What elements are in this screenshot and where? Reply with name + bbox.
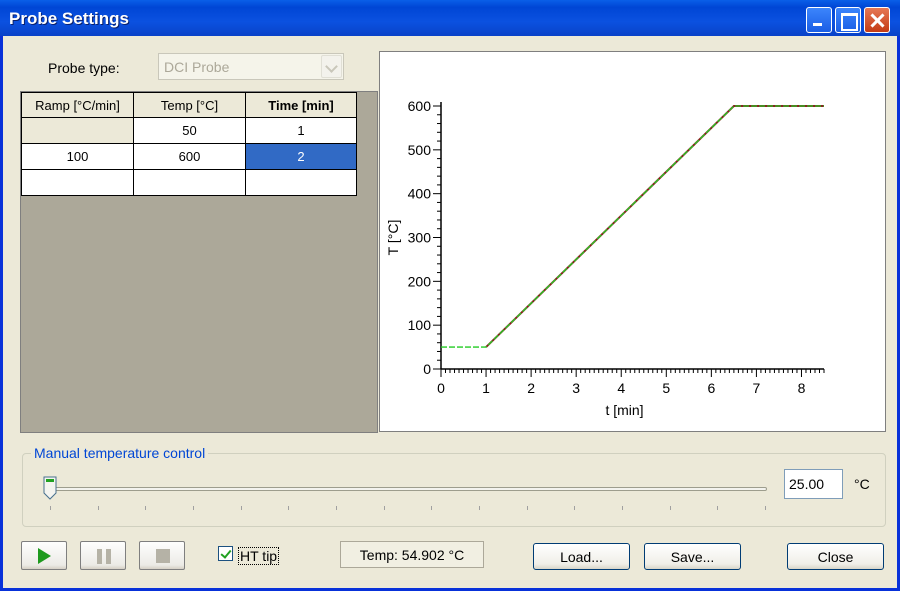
probe-type-value: DCI Probe [164,59,230,75]
slider-tick [336,506,337,510]
slider-tick [574,506,576,510]
manual-temperature-group: Manual temperature control [22,445,886,527]
play-icon [38,548,51,564]
slider-tick [669,506,671,510]
y-axis-label: T [°C] [385,220,401,256]
table-cell[interactable] [245,169,357,196]
table-cell[interactable]: 1 [245,117,357,144]
slider-tick [240,506,242,510]
table-cell[interactable]: 100 [21,143,134,170]
maximize-icon[interactable] [835,7,861,33]
series-line [441,105,824,348]
close-window-icon[interactable] [864,7,890,33]
pause-button[interactable] [80,541,126,570]
chevron-down-icon[interactable] [321,55,342,78]
table-cell[interactable]: 50 [133,117,246,144]
slider-tick [526,506,528,510]
program-table: Ramp [°C/min] Temp [°C] Time [min] 50 1 … [21,92,357,196]
table-cell[interactable] [133,169,246,196]
program-table-area: Ramp [°C/min] Temp [°C] Time [min] 50 1 … [20,91,378,433]
slider-tick [50,506,51,510]
slider-tick [479,506,480,510]
slider-tick [383,506,385,510]
column-header-ramp[interactable]: Ramp [°C/min] [21,92,134,118]
x-axis-label: t [min] [605,402,643,418]
slider-tick [288,506,290,510]
y-tick-label: 100 [408,317,432,333]
slider-tick [622,506,623,510]
x-tick-label: 2 [527,380,535,396]
table-cell[interactable] [21,169,134,196]
y-tick-label: 200 [408,273,432,289]
table-cell[interactable]: 600 [133,143,246,170]
series-line [485,105,824,348]
x-tick-label: 5 [662,380,670,396]
temperature-slider-thumb[interactable] [43,476,57,500]
window-title: Probe Settings [9,9,129,28]
pause-icon [97,549,111,564]
load-button[interactable]: Load... [533,543,630,570]
stop-icon [156,549,170,563]
ht-tip-label[interactable]: HT tip [238,547,280,565]
slider-tick [193,506,194,510]
x-tick-label: 7 [753,380,761,396]
probe-type-label: Probe type: [48,60,120,76]
save-button[interactable]: Save... [644,543,741,570]
y-tick-label: 0 [423,361,431,377]
manual-temperature-input[interactable]: 25.00 [784,469,843,499]
play-button[interactable] [21,541,67,570]
slider-tick [765,506,766,510]
table-row: 50 1 [21,117,357,144]
x-tick-label: 0 [437,380,445,396]
x-tick-label: 3 [572,380,580,396]
table-cell [21,117,134,144]
x-tick-label: 6 [707,380,715,396]
table-row: 100 600 2 [21,143,357,170]
manual-temperature-legend: Manual temperature control [34,445,206,461]
table-cell-selected[interactable]: 2 [245,143,357,170]
title-bar[interactable]: Probe Settings [0,0,900,36]
y-tick-label: 600 [408,98,432,114]
table-row [21,169,357,196]
temperature-chart: 0 1 2 3 4 5 6 7 8 0 100 200 300 400 500 600 t [min] T [°C… [379,51,886,432]
temperature-chart-svg: 0 1 2 3 4 5 6 7 8 0 100 200 300 400 500 600 t [min] T [°C… [385,98,825,418]
slider-tick [717,506,719,510]
slider-tick [97,506,99,510]
temperature-unit-label: °C [854,476,870,492]
temperature-slider-track[interactable] [49,487,767,491]
ht-tip-checkbox[interactable] [218,546,233,561]
y-tick-label: 500 [408,142,432,158]
temperature-readout: Temp: 54.902 °C [340,541,484,568]
y-tick-label: 300 [408,230,432,246]
minimize-icon[interactable] [806,7,832,33]
x-tick-label: 8 [798,380,806,396]
slider-tick [431,506,433,510]
stop-button[interactable] [139,541,185,570]
x-tick-label: 1 [482,380,490,396]
column-header-temp[interactable]: Temp [°C] [133,92,246,118]
x-tick-label: 4 [617,380,625,396]
close-button[interactable]: Close [787,543,884,570]
probe-type-select[interactable]: DCI Probe [158,53,344,80]
column-header-time[interactable]: Time [min] [245,92,357,118]
y-tick-label: 400 [408,186,432,202]
slider-tick [145,506,147,510]
